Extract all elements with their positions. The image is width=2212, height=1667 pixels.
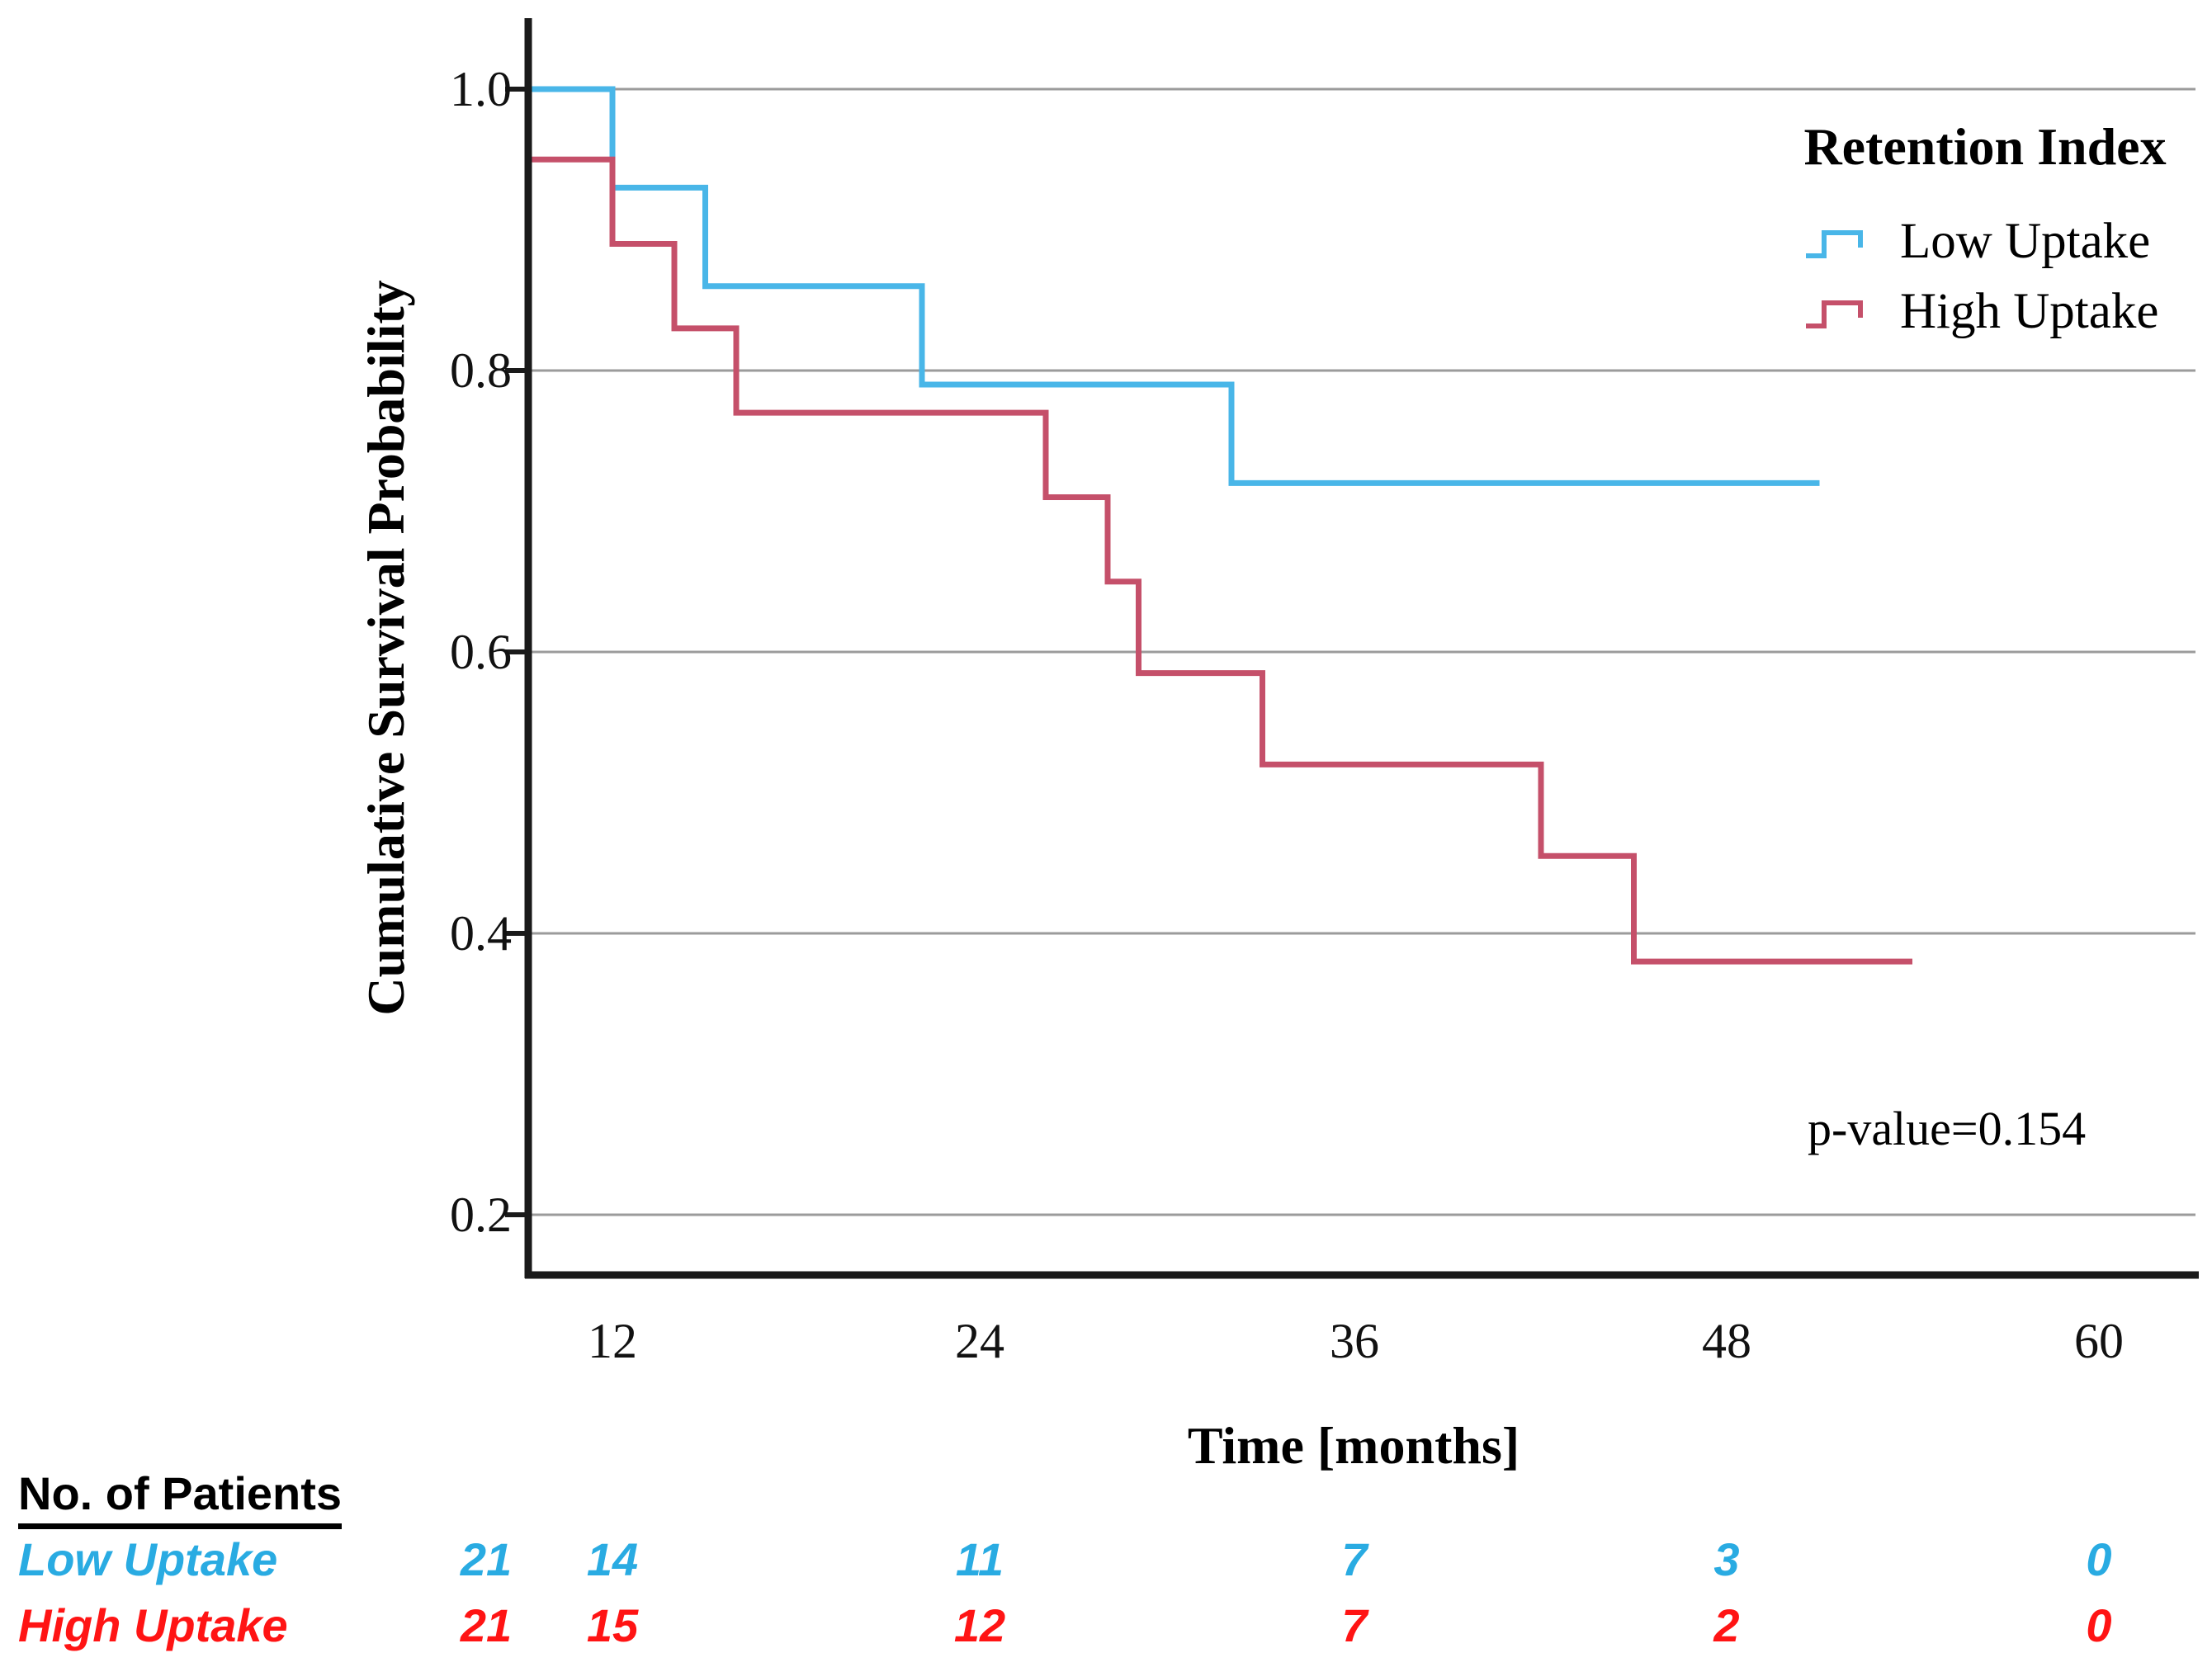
- x-tick-36: 36: [1330, 1314, 1379, 1368]
- x-tick-60: 60: [2074, 1314, 2124, 1368]
- patients-count: 0: [2086, 1599, 2112, 1651]
- y-tick-0.8: 0.8: [450, 343, 512, 398]
- high-uptake-curve: [528, 156, 1912, 965]
- y-tick-0.6: 0.6: [450, 625, 512, 679]
- survival-curves: [528, 86, 1912, 965]
- patients-count: 12: [953, 1599, 1006, 1651]
- y-tick-0.2: 0.2: [450, 1188, 512, 1242]
- patients-count: 0: [2086, 1533, 2112, 1585]
- patients-row-label-low: Low Uptake: [18, 1533, 278, 1585]
- legend-title: Retention Index: [1803, 117, 2167, 176]
- patients-row-label-high: High Uptake: [18, 1599, 288, 1651]
- high-uptake-legend-line-icon: [1806, 300, 1863, 328]
- x-tick-24: 24: [955, 1314, 1004, 1368]
- patients-count: 3: [1713, 1533, 1740, 1585]
- x-axis-title: Time [months]: [1187, 1416, 1520, 1475]
- low-uptake-legend-line-icon: [1806, 230, 1863, 258]
- x-tick-48: 48: [1702, 1314, 1751, 1368]
- y-tick-0.4: 0.4: [450, 906, 512, 961]
- low-uptake-curve: [528, 86, 1820, 486]
- patients-count: 15: [586, 1599, 639, 1651]
- x-tick-12: 12: [588, 1314, 637, 1368]
- patients-table-header: No. of Patients: [18, 1467, 343, 1529]
- patients-count: 7: [1341, 1533, 1368, 1585]
- patients-count: 11: [955, 1533, 1004, 1585]
- legend-label-high-uptake: High Uptake: [1900, 284, 2159, 339]
- patients-count: 14: [586, 1533, 639, 1585]
- legend-label-low-uptake: Low Uptake: [1900, 214, 2151, 269]
- patients-count: 21: [460, 1599, 513, 1651]
- patients-count: 7: [1341, 1599, 1368, 1651]
- p-value-annotation: p-value=0.154: [1808, 1102, 2087, 1155]
- patients-count: 2: [1713, 1599, 1740, 1651]
- y-tick-1.0: 1.0: [450, 62, 512, 116]
- patients-count: 21: [460, 1533, 513, 1585]
- gridlines: [505, 87, 2195, 1217]
